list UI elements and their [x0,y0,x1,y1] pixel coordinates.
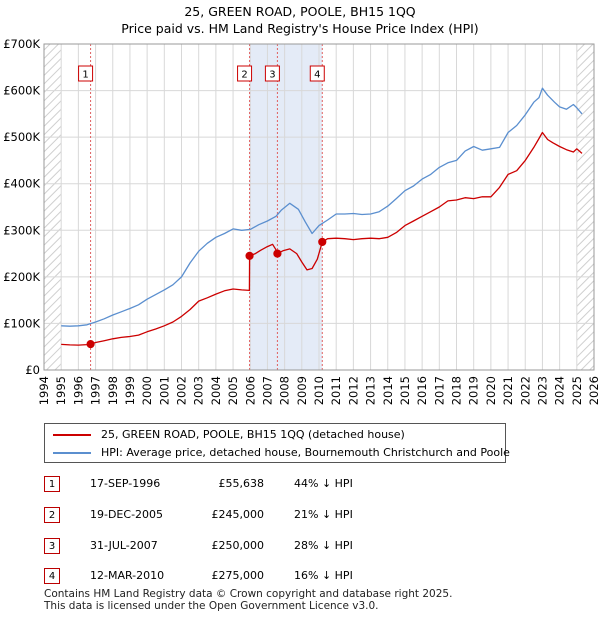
x-tick-label: 2021 [501,376,515,405]
x-tick-label: 2018 [450,376,464,405]
x-tick-label: 2001 [157,376,171,405]
x-tick-label: 2006 [243,376,257,405]
sale-label-box [237,65,253,82]
x-tick-label: 2005 [226,376,240,405]
sale-row: 3 31-JUL-2007 £250,000 28% ↓ HPI [44,536,584,558]
sale-label-box [264,65,280,82]
x-tick-label: 2022 [518,376,532,405]
y-tick-label: £200K [3,270,40,284]
chart-title: 25, GREEN ROAD, POOLE, BH15 1QQ [184,4,415,19]
x-tick-label: 2023 [535,376,549,405]
sale-number-badge: 4 [44,568,60,584]
sale-number-badge: 3 [44,538,60,554]
footer-copyright: Contains HM Land Registry data © Crown c… [44,588,453,600]
footer: Contains HM Land Registry data © Crown c… [44,588,452,612]
y-tick-label: £400K [3,177,40,191]
sale-point [245,251,254,260]
x-tick-label: 2007 [260,376,274,405]
sale-row: 4 12-MAR-2010 £275,000 16% ↓ HPI [44,566,584,588]
sale-label-text: 1 [82,70,88,81]
sale-point [318,237,327,247]
sale-label-box [78,65,94,82]
plot-frame [43,43,595,371]
legend-swatch-hpi [53,452,91,454]
y-tick-label: £500K [3,130,40,144]
x-tick-label: 1996 [71,376,85,405]
x-tick-label: 2000 [140,376,154,405]
sale-price: £250,000 [211,539,265,552]
price-chart: 25, GREEN ROAD, POOLE, BH15 1QQ Price pa… [3,4,600,405]
x-tick-label: 2003 [192,376,206,405]
x-tick-label: 2011 [329,376,343,405]
sale-label-text: 3 [269,70,275,81]
x-tick-label: 2024 [553,376,567,405]
x-tick-label: 2025 [570,376,584,405]
footer-licence: This data is licensed under the Open Gov… [44,600,379,612]
hatched-area [576,44,594,370]
y-tick-label: £600K [3,84,40,98]
sale-hpi-diff: 16% ↓ HPI [294,569,353,582]
x-tick-label: 2008 [278,376,292,405]
x-tick-label: 2017 [432,376,446,405]
sale-price: £275,000 [211,569,265,582]
legend-swatch-property [53,434,91,436]
x-tick-label: 1997 [89,376,103,405]
sale-row: 1 17-SEP-1996 £55,638 44% ↓ HPI [44,474,584,496]
x-tick-label: 2015 [398,376,412,405]
sale-date: 12-MAR-2010 [90,569,165,582]
x-tick-label: 1994 [37,376,51,405]
y-tick-label: £0 [25,363,40,377]
sale-number-badge: 1 [44,476,60,492]
x-tick-label: 2013 [364,376,378,405]
sale-number-badge: 2 [44,507,60,523]
x-tick-label: 2004 [209,376,223,405]
sale-point [86,339,95,349]
chart-subtitle: Price paid vs. HM Land Registry's House … [121,21,478,36]
x-tick-label: 2002 [175,376,189,405]
sale-hpi-diff: 44% ↓ HPI [294,477,353,490]
x-tick-label: 1995 [54,376,68,405]
x-tick-label: 1998 [106,376,120,405]
legend-label-hpi: HPI: Average price, detached house, Bour… [101,446,510,459]
sale-date: 31-JUL-2007 [90,539,158,552]
x-tick-label: 2020 [484,376,498,405]
sale-label-text: 2 [241,70,247,81]
sale-point [273,249,282,258]
sale-price: £55,638 [218,477,265,490]
sale-price: £245,000 [211,508,265,521]
hatched-area [44,44,62,370]
hpi-line [61,87,583,327]
x-tick-label: 2026 [587,376,600,405]
sale-date: 17-SEP-1996 [90,477,161,490]
x-tick-label: 2009 [295,376,309,405]
sale-hpi-diff: 21% ↓ HPI [294,508,353,521]
y-tick-label: £100K [3,316,40,330]
sale-date: 19-DEC-2005 [90,508,164,521]
x-tick-label: 2016 [415,376,429,405]
x-tick-label: 2019 [467,376,481,405]
y-tick-label: £700K [3,37,40,51]
legend: 25, GREEN ROAD, POOLE, BH15 1QQ (detache… [44,423,510,463]
sale-period-shade [249,44,278,370]
legend-label-property: 25, GREEN ROAD, POOLE, BH15 1QQ (detache… [101,428,405,441]
x-tick-label: 2014 [381,376,395,405]
property-price-line [61,131,583,346]
x-tick-label: 1999 [123,376,137,405]
x-tick-label: 2010 [312,376,326,405]
sale-label-box [309,65,325,82]
y-tick-label: £300K [3,223,40,237]
x-tick-label: 2012 [346,376,360,405]
sale-label-text: 4 [314,70,320,81]
sale-hpi-diff: 28% ↓ HPI [294,539,353,552]
sale-row: 2 19-DEC-2005 £245,000 21% ↓ HPI [44,505,584,527]
